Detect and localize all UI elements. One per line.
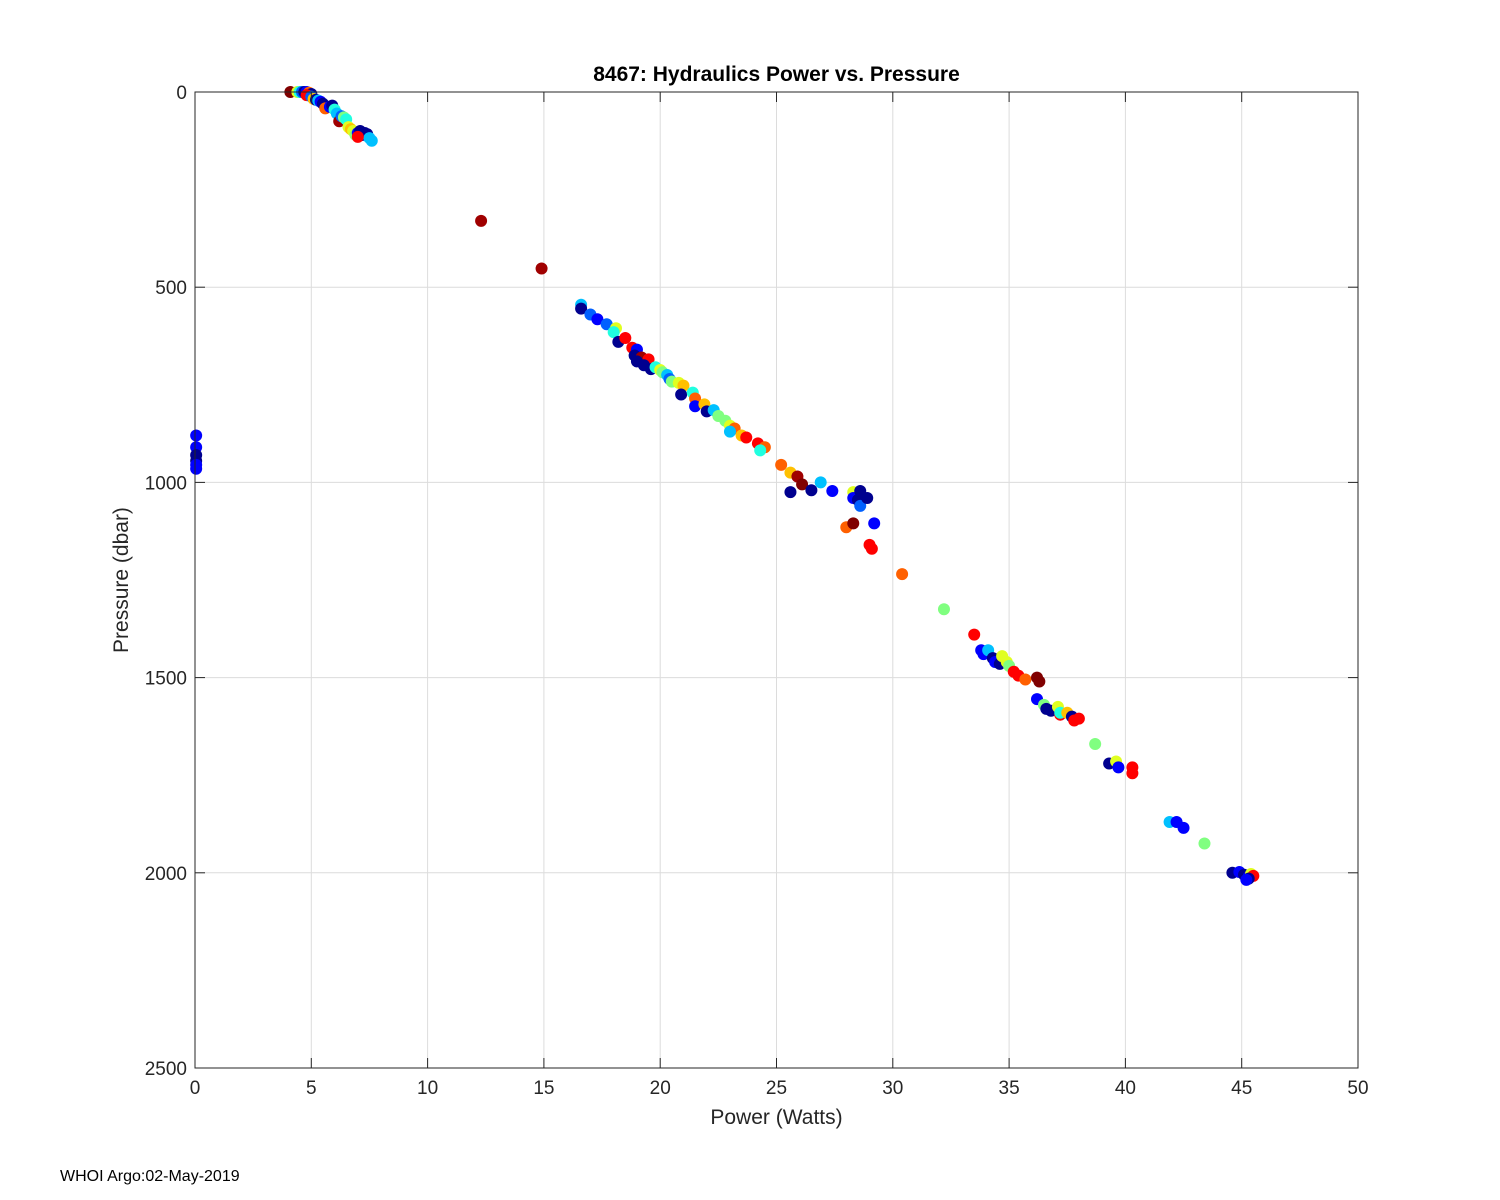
data-point [1126, 767, 1139, 780]
x-tick-label: 20 [650, 1078, 671, 1099]
x-tick-label: 10 [417, 1078, 438, 1099]
data-point [896, 568, 909, 581]
data-point [868, 517, 881, 530]
data-point [1112, 761, 1125, 774]
data-point [754, 444, 767, 457]
data-point [600, 318, 613, 331]
data-point [723, 425, 736, 438]
y-tick-label: 500 [155, 278, 187, 299]
x-axis-label: Power (Watts) [710, 1106, 842, 1129]
x-tick-label: 30 [882, 1078, 903, 1099]
data-point [591, 313, 604, 326]
data-point [740, 431, 753, 444]
chart-title: 8467: Hydraulics Power vs. Pressure [593, 63, 960, 86]
x-tick-label: 5 [306, 1078, 317, 1099]
data-point [968, 628, 981, 641]
data-point [1240, 873, 1253, 886]
data-point [1198, 837, 1211, 850]
x-tick-label: 45 [1231, 1078, 1252, 1099]
data-point [814, 476, 827, 489]
data-points [190, 86, 1260, 886]
data-point [784, 486, 797, 499]
data-point [351, 130, 364, 143]
data-point [535, 262, 548, 275]
data-point [1089, 737, 1102, 750]
data-point [1019, 673, 1032, 686]
y-tick-label: 0 [176, 83, 187, 104]
x-tick-label: 15 [533, 1078, 554, 1099]
data-point [847, 517, 860, 530]
data-point [1177, 821, 1190, 834]
x-tick-label: 0 [190, 1078, 201, 1099]
data-point [677, 379, 690, 392]
x-tick-label: 50 [1347, 1078, 1368, 1099]
x-tick-label: 25 [766, 1078, 787, 1099]
data-point [775, 458, 788, 471]
data-point [689, 400, 702, 413]
y-tick-label: 2500 [145, 1059, 187, 1080]
y-tick-label: 1500 [145, 669, 187, 690]
data-point [796, 478, 809, 491]
data-point [575, 302, 588, 315]
data-point [475, 214, 488, 227]
data-point [861, 492, 874, 505]
data-point [675, 388, 688, 401]
data-point [190, 462, 203, 475]
data-point [365, 134, 378, 147]
data-point [1033, 675, 1046, 688]
x-tick-label: 40 [1115, 1078, 1136, 1099]
y-axis-label: Pressure (dbar) [110, 507, 133, 653]
data-point [854, 499, 867, 512]
data-point [607, 326, 620, 339]
y-tick-label: 2000 [145, 864, 187, 885]
data-point [1072, 712, 1085, 725]
data-point [619, 331, 632, 344]
y-tick-label: 1000 [145, 473, 187, 494]
data-point [865, 542, 878, 555]
data-point [805, 484, 818, 497]
footer-stamp: WHOI Argo:02-May-2019 [60, 1168, 240, 1185]
data-point [937, 603, 950, 616]
x-tick-label: 35 [999, 1078, 1020, 1099]
data-point [826, 484, 839, 497]
data-point [190, 429, 203, 442]
